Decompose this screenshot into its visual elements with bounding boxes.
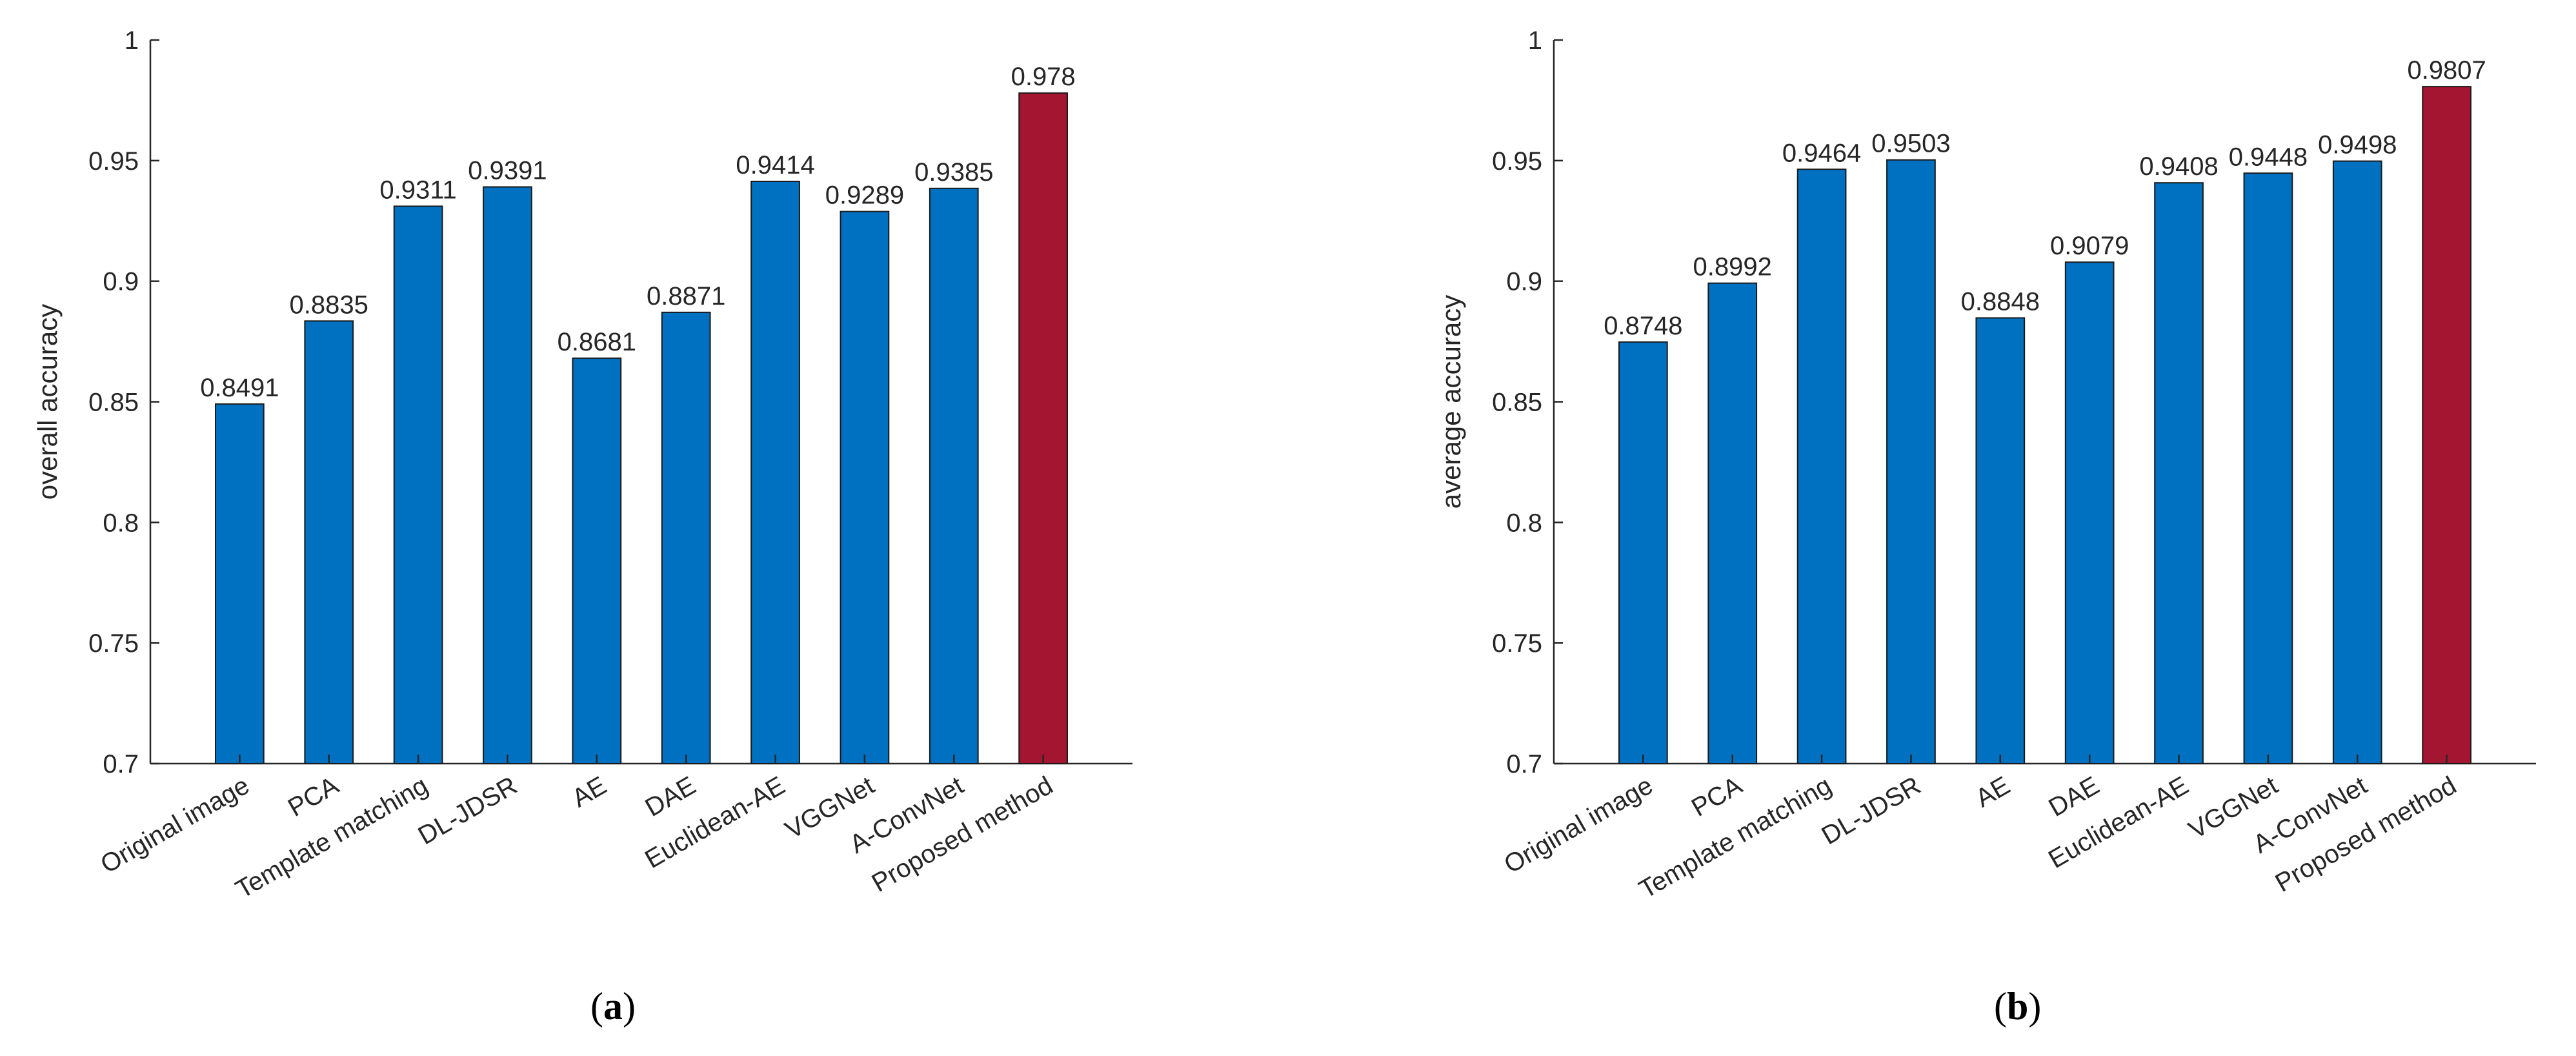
value-label-a-3: 0.9391 (468, 157, 547, 185)
value-label-a-4: 0.8681 (558, 328, 636, 356)
panel-label-a: (a) (590, 985, 636, 1028)
value-label-a-1: 0.8835 (290, 290, 368, 319)
bar-a-8 (929, 187, 979, 764)
category-label-a-0: Original image (96, 771, 254, 879)
bar-b-0 (1618, 341, 1668, 764)
bar-a-4 (572, 357, 622, 764)
category-label-b-1: PCA (1687, 771, 1747, 822)
y-axis-title-b: average accuracy (1436, 295, 1466, 509)
y-tick-label-a-6: 1 (125, 26, 139, 55)
y-tick-label-b-5: 0.95 (1492, 147, 1542, 176)
y-tick-label-a-5: 0.95 (88, 147, 139, 176)
y-tick-label-b-1: 0.75 (1492, 629, 1542, 658)
value-label-a-7: 0.9289 (825, 181, 904, 210)
bar-b-6 (2154, 182, 2204, 764)
value-label-b-0: 0.8748 (1604, 312, 1682, 340)
bar-b-9 (2422, 86, 2471, 764)
value-label-a-6: 0.9414 (736, 151, 814, 179)
bar-b-1 (1707, 282, 1758, 764)
bar-b-4 (1975, 317, 2026, 764)
value-label-a-5: 0.8871 (647, 282, 725, 310)
value-label-b-7: 0.9448 (2229, 143, 2308, 171)
value-label-a-8: 0.9385 (914, 158, 993, 187)
value-label-b-9: 0.9807 (2407, 56, 2486, 85)
bar-a-6 (750, 180, 800, 764)
bar-a-9 (1018, 92, 1068, 764)
y-tick-label-b-3: 0.85 (1492, 389, 1542, 417)
bar-a-1 (304, 320, 354, 764)
value-label-b-2: 0.9464 (1782, 139, 1861, 167)
bar-b-2 (1796, 168, 1847, 764)
panel-label-b: (b) (1994, 985, 2042, 1028)
value-label-b-3: 0.9503 (1871, 130, 1950, 158)
value-label-b-8: 0.9498 (2318, 131, 2397, 159)
value-label-a-0: 0.8491 (200, 374, 279, 402)
bar-b-5 (2064, 261, 2115, 765)
category-label-b-0: Original image (1500, 771, 1658, 879)
category-label-a-1: PCA (283, 771, 344, 822)
bar-b-7 (2243, 172, 2293, 765)
value-label-a-9: 0.978 (1011, 63, 1076, 91)
y-tick-label-a-4: 0.9 (103, 268, 139, 296)
bar-a-7 (840, 210, 890, 764)
y-tick-label-a-2: 0.8 (103, 509, 139, 537)
category-label-b-4: AE (1971, 771, 2015, 813)
bar-a-2 (393, 205, 443, 764)
bar-b-3 (1886, 159, 1936, 764)
y-tick-label-b-4: 0.9 (1506, 268, 1542, 296)
y-tick-label-b-0: 0.7 (1506, 750, 1542, 778)
category-label-b-3: DL-JDSR (1817, 771, 1926, 851)
bar-b-8 (2332, 160, 2382, 764)
y-tick-label-b-6: 1 (1528, 26, 1542, 55)
bar-a-3 (483, 186, 532, 764)
category-label-b-5: DAE (2044, 771, 2104, 822)
bar-a-5 (661, 311, 711, 764)
value-label-a-2: 0.9311 (379, 176, 456, 204)
y-tick-label-b-2: 0.8 (1506, 509, 1542, 537)
y-tick-label-a-1: 0.75 (88, 629, 139, 658)
y-tick-label-a-3: 0.85 (88, 389, 139, 417)
category-label-a-4: AE (567, 771, 611, 813)
bar-a-0 (215, 403, 265, 764)
value-label-b-5: 0.9079 (2050, 232, 2129, 260)
value-label-b-1: 0.8992 (1693, 253, 1772, 281)
value-label-b-6: 0.9408 (2139, 152, 2218, 181)
category-label-a-3: DL-JDSR (414, 771, 522, 851)
category-label-a-5: DAE (640, 771, 700, 822)
y-axis-title-a: overall accuracy (32, 304, 63, 500)
value-label-b-4: 0.8848 (1961, 287, 2040, 316)
y-tick-label-a-0: 0.7 (103, 750, 139, 778)
